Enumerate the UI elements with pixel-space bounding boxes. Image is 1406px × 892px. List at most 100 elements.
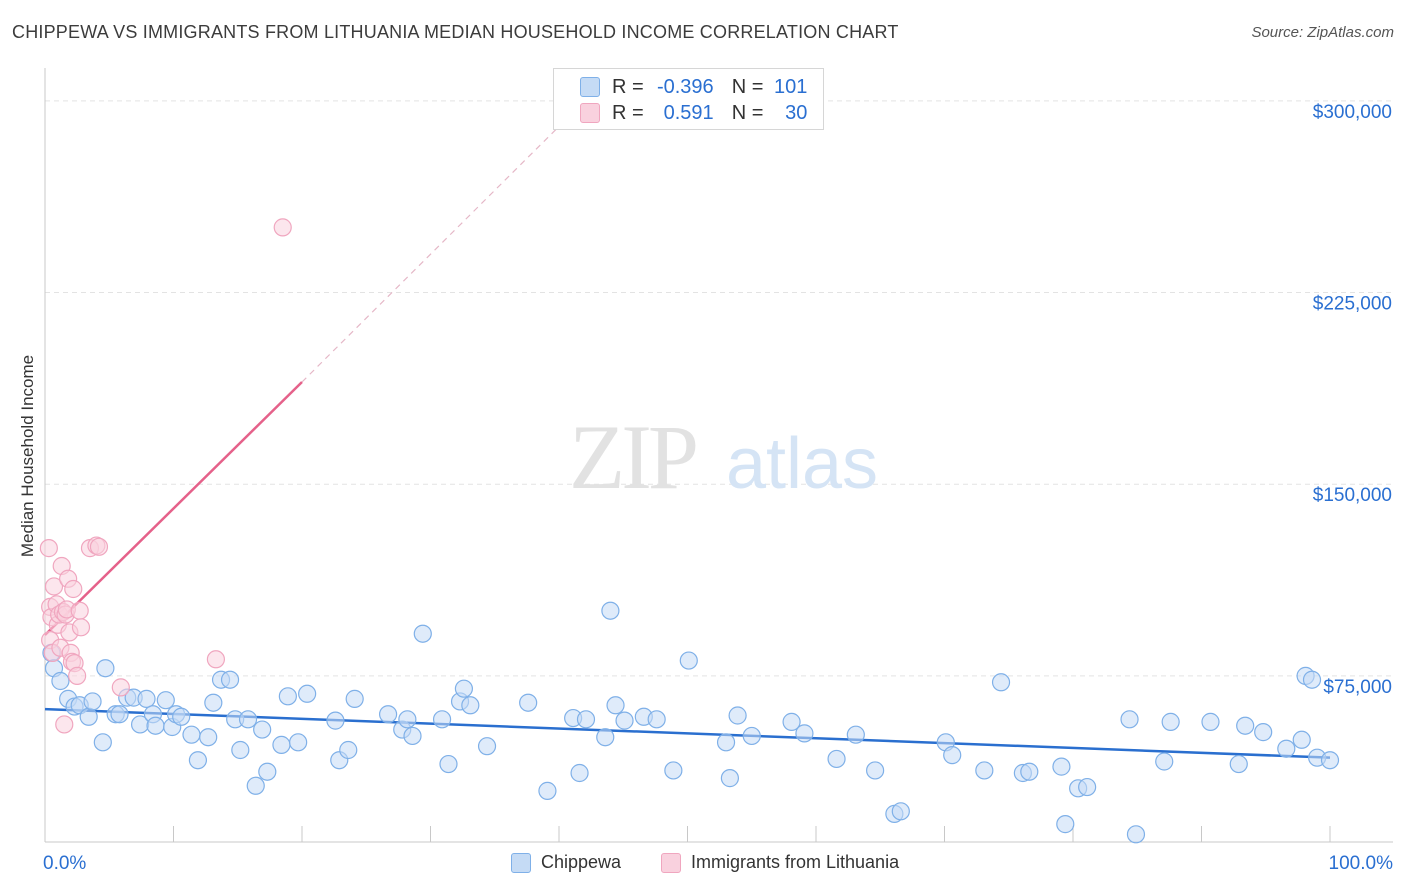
legend-r-label: R = xyxy=(612,75,644,98)
chippewa-point xyxy=(1277,739,1296,758)
chippewa-point xyxy=(827,749,846,769)
chippewa-point xyxy=(866,761,885,780)
chippewa-point xyxy=(1056,815,1075,834)
watermark-zip: ZIP xyxy=(569,406,696,508)
chippewa-point xyxy=(432,710,452,729)
chippewa-point xyxy=(220,670,240,689)
chippewa-point xyxy=(110,705,129,724)
chippewa-point xyxy=(403,726,422,746)
chippewa-point xyxy=(454,679,474,698)
chippewa-point xyxy=(1120,710,1139,729)
chippewa-point xyxy=(238,710,258,729)
tick-labels: $75,000 $150,000 $225,000 $300,000 0.0% 100.0… xyxy=(43,102,1393,874)
chippewa-point xyxy=(891,802,910,821)
chippewa-point xyxy=(1254,723,1273,742)
lithuania-point xyxy=(68,666,87,685)
series-legend: Chippewa Immigrants from Lithuania xyxy=(0,852,1406,878)
chippewa-point xyxy=(345,689,364,708)
chippewa-point xyxy=(782,712,801,731)
legend-n-label: N = xyxy=(731,101,764,124)
lithuania-point xyxy=(71,618,91,637)
chippewa-point xyxy=(93,733,112,752)
legend-item-chippewa[interactable]: Chippewa xyxy=(511,852,621,873)
watermark: ZIP atlas xyxy=(569,406,878,508)
chippewa-point xyxy=(413,624,432,643)
legend-r-value: 0.591 xyxy=(663,101,714,124)
chippewa-point xyxy=(647,710,666,729)
lithuania-point xyxy=(111,678,130,697)
lithuania-point xyxy=(39,539,58,558)
chippewa-point xyxy=(439,754,458,774)
chippewa-point xyxy=(1201,712,1220,731)
chippewa-point xyxy=(204,693,223,712)
legend-swatch-chippewa xyxy=(580,77,600,97)
chippewa-point xyxy=(606,696,625,715)
trend-lines xyxy=(44,100,1331,759)
legend-n-value: 30 xyxy=(785,101,808,124)
chippewa-point xyxy=(1126,825,1146,844)
gridlines xyxy=(45,100,1393,677)
chippewa-point xyxy=(601,601,620,620)
chippewa-point xyxy=(991,673,1011,692)
chippewa-point xyxy=(272,735,291,754)
chippewa-point xyxy=(339,740,358,760)
lithuania-point xyxy=(70,601,89,620)
chippewa-point xyxy=(1302,670,1322,689)
legend-r-value: -0.396 xyxy=(656,75,714,98)
axes xyxy=(44,68,1393,843)
chippewa-point xyxy=(596,728,615,747)
chippewa-point xyxy=(278,687,297,706)
lithuania-point xyxy=(206,650,226,669)
chippewa-point xyxy=(1078,777,1097,797)
chippewa-point xyxy=(728,706,747,725)
chippewa-point xyxy=(519,693,538,712)
data-points xyxy=(39,218,1340,844)
chippewa-point xyxy=(182,725,201,744)
legend-swatch-lithuania xyxy=(661,852,681,873)
legend-row-lithuania: R = 0.591 N = 30 xyxy=(554,100,807,126)
chippewa-point xyxy=(461,696,480,715)
chippewa-point xyxy=(1229,754,1248,774)
chippewa-point xyxy=(664,761,683,780)
lithuania-trend-line xyxy=(44,381,303,636)
legend-item-lithuania[interactable]: Immigrants from Lithuania xyxy=(661,852,899,873)
chippewa-point xyxy=(289,733,308,752)
chippewa-point xyxy=(83,692,102,711)
lithuania-point xyxy=(64,579,83,599)
chippewa-point xyxy=(146,716,165,735)
legend-n-label: N = xyxy=(731,75,764,98)
chippewa-point xyxy=(298,684,317,703)
y-tick-label: $75,000 xyxy=(1323,677,1392,698)
chippewa-point xyxy=(258,762,277,781)
chart-source: Source: ZipAtlas.com xyxy=(1251,24,1394,41)
chippewa-point xyxy=(378,705,398,724)
chippewa-point xyxy=(1292,730,1311,749)
lithuania-point xyxy=(89,537,109,556)
chippewa-point xyxy=(51,671,70,691)
stats-legend: R = -0.396 N = 101 R = 0.591 N = 30 xyxy=(553,68,824,130)
chippewa-trend-line xyxy=(44,707,1331,759)
chippewa-point xyxy=(246,776,265,795)
lithuania-point xyxy=(273,218,292,237)
chippewa-point xyxy=(742,726,761,746)
legend-r-label: R = xyxy=(612,101,644,124)
chippewa-point xyxy=(137,689,156,708)
chippewa-point xyxy=(975,761,994,780)
chippewa-point xyxy=(398,710,417,729)
watermark-atlas: atlas xyxy=(726,424,878,504)
chippewa-point xyxy=(1161,712,1180,731)
lithuania-point xyxy=(44,577,64,596)
legend-swatch-chippewa xyxy=(511,852,531,873)
chippewa-point xyxy=(1236,716,1255,735)
legend-row-chippewa: R = -0.396 N = 101 xyxy=(554,74,807,100)
chippewa-point xyxy=(576,710,596,729)
chippewa-point xyxy=(720,769,740,788)
chippewa-point xyxy=(172,707,191,726)
chippewa-point xyxy=(1155,752,1174,771)
chippewa-point xyxy=(156,691,175,710)
y-tick-label: $150,000 xyxy=(1313,485,1392,506)
chippewa-point xyxy=(1020,762,1039,781)
chippewa-point xyxy=(679,651,698,670)
chippewa-point xyxy=(1052,757,1071,776)
chippewa-point xyxy=(79,707,98,726)
